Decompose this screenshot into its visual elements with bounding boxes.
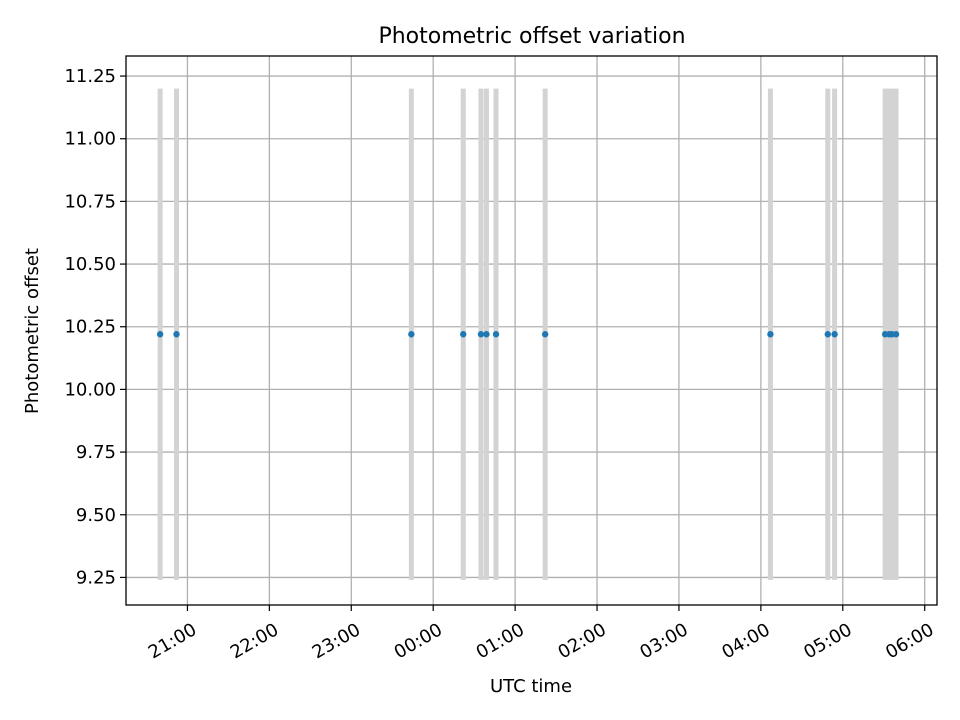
data-point	[477, 331, 485, 338]
y-tick-label: 10.50	[64, 254, 116, 275]
data-point	[492, 331, 500, 338]
y-tick-label: 10.25	[64, 317, 116, 338]
x-tick-label: 02:00	[555, 619, 610, 663]
plot-frame	[125, 55, 938, 606]
data-point	[460, 331, 467, 338]
x-tick-label: 06:00	[882, 619, 937, 663]
x-tick-label: 23:00	[309, 619, 364, 663]
data-points	[156, 331, 900, 338]
x-tick-label: 01:00	[473, 619, 528, 663]
x-tick-label: 00:00	[391, 619, 446, 663]
data-point	[892, 331, 900, 338]
axis-ticks: 21:00 22:00 23:00 00:00 01:00 02:00 03:00 04:00…	[64, 66, 937, 663]
x-tick-label: 22:00	[227, 619, 282, 663]
grid	[126, 56, 937, 605]
data-point	[831, 331, 838, 338]
y-axis-title: Photometric offset	[22, 248, 43, 414]
data-point	[541, 331, 549, 338]
data-point	[767, 331, 774, 338]
y-tick-label: 11.25	[64, 66, 116, 87]
x-tick-label: 03:00	[636, 619, 691, 663]
y-tick-label: 11.00	[64, 129, 116, 150]
chart-title: Photometric offset variation	[378, 24, 685, 49]
x-tick-label: 21:00	[145, 619, 200, 663]
data-point	[408, 331, 415, 338]
y-tick-label: 9.25	[76, 567, 116, 588]
data-point	[173, 331, 180, 338]
errorbars	[157, 88, 899, 580]
data-point	[156, 331, 164, 338]
data-point	[483, 331, 490, 338]
y-tick-label: 10.00	[64, 379, 116, 400]
x-axis-title: UTC time	[490, 676, 572, 697]
y-tick-label: 9.50	[76, 505, 116, 526]
y-tick-label: 10.75	[64, 191, 116, 212]
x-tick-label: 05:00	[800, 619, 855, 663]
data-point	[824, 331, 831, 338]
y-tick-label: 9.75	[76, 442, 116, 463]
x-tick-label: 04:00	[718, 619, 773, 663]
